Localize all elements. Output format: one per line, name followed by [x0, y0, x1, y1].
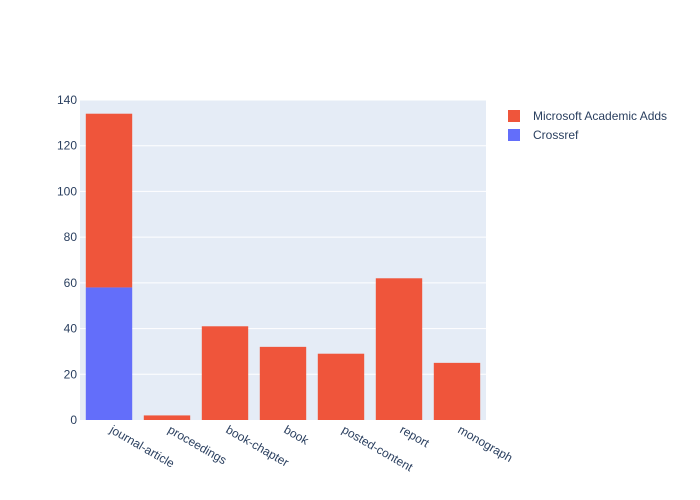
legend-swatch: [508, 110, 520, 122]
y-tick-label: 0: [70, 413, 77, 427]
bar-microsoft-academic-adds-proceedings[interactable]: [143, 415, 191, 420]
bar-microsoft-academic-adds-book[interactable]: [259, 346, 307, 420]
gridlines: [80, 99, 486, 375]
bar-microsoft-academic-adds-report[interactable]: [375, 278, 423, 420]
y-tick-label: 80: [64, 230, 78, 244]
x-tick-label: report: [398, 422, 433, 450]
y-tick-label: 100: [57, 184, 77, 198]
y-tick-label: 60: [64, 276, 78, 290]
y-tick-label: 40: [64, 322, 78, 336]
legend-item-crossref[interactable]: Crossref: [508, 128, 579, 142]
y-tick-label: 140: [57, 93, 77, 107]
bar-microsoft-academic-adds-monograph[interactable]: [433, 362, 481, 420]
y-axis-ticks: 0 20 40 60 80 100 120 140: [57, 93, 77, 427]
bar-microsoft-academic-adds-book-chapter[interactable]: [201, 326, 249, 420]
bars: [85, 113, 481, 420]
x-axis-ticks: journal-articleproceedingsbook-chapterbo…: [107, 422, 515, 475]
legend[interactable]: Microsoft Academic Adds Crossref: [508, 109, 667, 142]
legend-label: Crossref: [533, 128, 579, 142]
legend-swatch: [508, 129, 520, 141]
x-tick-label: book: [282, 422, 312, 448]
x-tick-label: book-chapter: [224, 422, 292, 469]
legend-label: Microsoft Academic Adds: [533, 109, 667, 123]
x-tick-label: monograph: [456, 422, 516, 464]
bar-microsoft-academic-adds-journal-article[interactable]: [85, 113, 133, 288]
y-tick-label: 120: [57, 139, 77, 153]
legend-item-microsoft-academic-adds[interactable]: Microsoft Academic Adds: [508, 109, 667, 123]
y-tick-label: 20: [64, 367, 78, 381]
x-tick-label: journal-article: [107, 422, 178, 471]
bar-microsoft-academic-adds-posted-content[interactable]: [317, 353, 365, 420]
bar-crossref-journal-article[interactable]: [85, 287, 133, 420]
